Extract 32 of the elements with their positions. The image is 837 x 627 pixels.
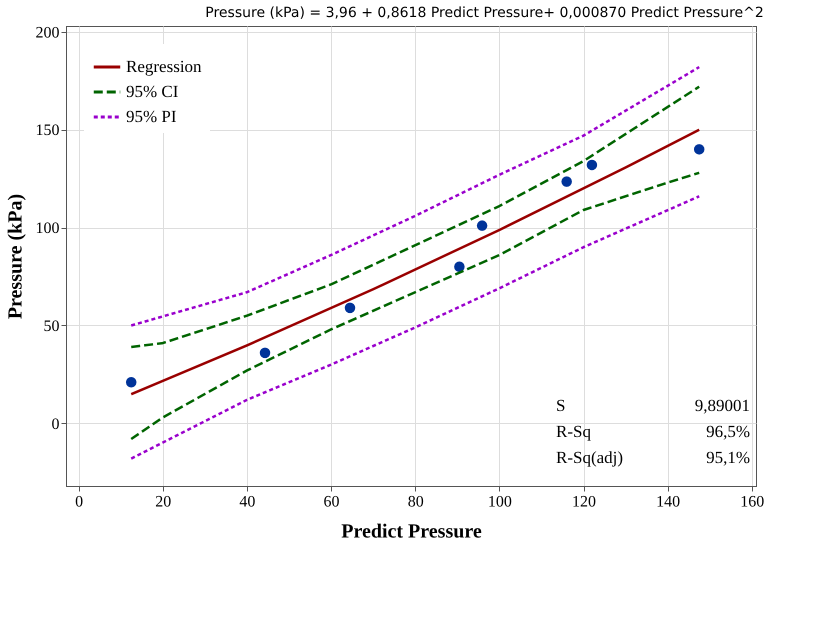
text: R-Sq(adj) 95,1% (556, 448, 750, 467)
point (260, 348, 270, 358)
x-tick-label: 20 (155, 494, 172, 510)
y-tick-label: 100 (36, 220, 60, 238)
x-tick-label: 140 (656, 494, 680, 510)
point (126, 377, 136, 388)
text: R-Sq 96,5% (556, 422, 750, 441)
legend-label: 95% PI (126, 107, 177, 126)
x-tick-label: 160 (740, 494, 764, 510)
y-tick-label: 200 (36, 24, 60, 42)
y-tick-label: 50 (44, 318, 60, 335)
chart-title: Pressure (kPa) = 3,96 + 0,8618 Predict Pressure+ 0,000870 Predict Pressure^2 (205, 4, 764, 21)
point (561, 176, 572, 187)
y-tick-label: 150 (36, 122, 60, 140)
x-tick-label: 0 (75, 494, 84, 510)
x-axis-title: Predict Pressure (341, 520, 482, 542)
point (454, 262, 465, 272)
y-axis-title: Pressure (kPa) (4, 194, 26, 320)
x-tick-label: 40 (239, 494, 256, 510)
legend-label: Regression (126, 57, 202, 76)
x-tick-label: 80 (408, 494, 424, 510)
point (694, 144, 704, 155)
x-tick-label: 120 (572, 494, 596, 510)
y-tick-label: 0 (52, 416, 60, 433)
point (344, 302, 356, 314)
point (476, 220, 488, 231)
x-tick-label: 100 (488, 494, 512, 510)
legend-label: 95% CI (126, 82, 179, 101)
x-tick-label: 60 (324, 494, 340, 510)
line-series (130, 128, 700, 396)
point (586, 160, 598, 170)
text: S 9,89001 (556, 396, 750, 415)
